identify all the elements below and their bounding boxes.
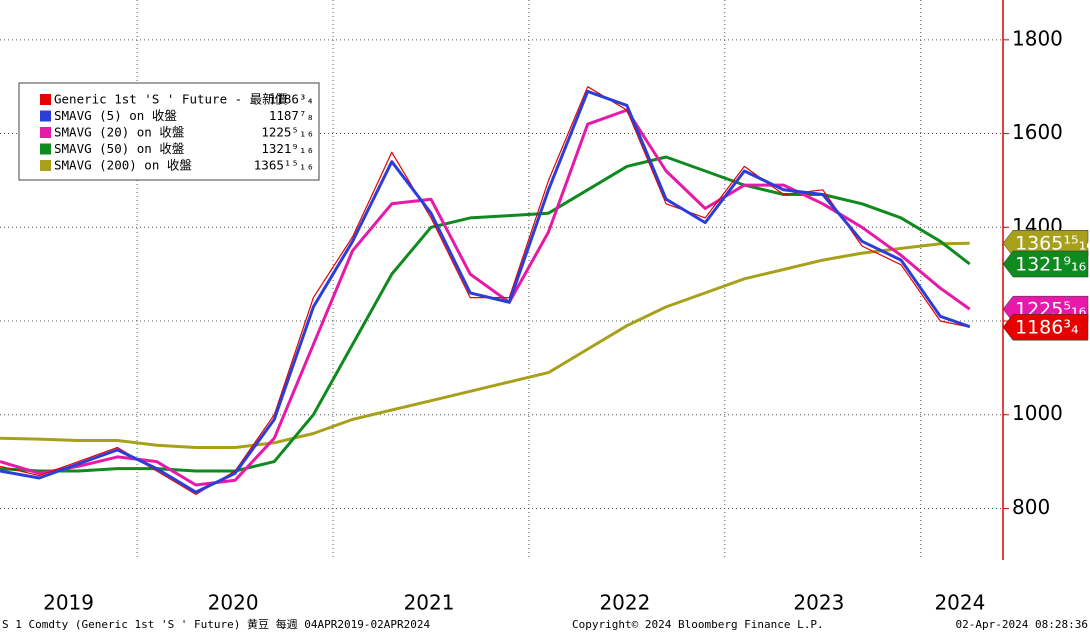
legend-box — [18, 82, 320, 181]
x-tick-label: 2023 — [793, 591, 844, 615]
value-tag-flag — [1002, 250, 1089, 278]
legend-label: SMAVG (20) on 收盤 — [54, 125, 185, 140]
legend-value: 1186³₄ — [269, 92, 314, 107]
legend-label: SMAVG (50) on 收盤 — [54, 141, 185, 156]
value-tag-flag — [1002, 313, 1089, 341]
footer-right: 02-Apr-2024 08:28:36 — [956, 618, 1088, 631]
series-line — [0, 89, 971, 494]
legend-swatch — [40, 143, 51, 155]
value-tag: 1321⁹₁₆ — [1002, 250, 1089, 278]
series-line — [0, 241, 970, 449]
value-tag-label: 1321⁹₁₆ — [1015, 254, 1086, 276]
x-tick-label: 2020 — [208, 591, 259, 615]
legend-label: Generic 1st 'S ' Future - 最新價 — [54, 92, 288, 107]
legend-value: 1225⁵₁₆ — [261, 125, 314, 140]
value-tag-label: 1365¹⁵₁₆ — [1015, 233, 1090, 255]
x-tick-label: 2024 — [934, 591, 985, 615]
y-tick-label: 1800 — [1012, 26, 1063, 50]
value-tag: 1365¹⁵₁₆ — [1002, 229, 1090, 257]
y-tick-label: 1000 — [1012, 401, 1063, 425]
x-tick-label: 2021 — [404, 591, 455, 615]
legend-swatch — [40, 94, 51, 105]
footer-left: S 1 Comdty (Generic 1st 'S ' Future) 黄豆 … — [2, 617, 430, 631]
x-tick-label: 2019 — [43, 591, 94, 615]
legend-swatch — [40, 127, 51, 138]
y-tick-label: 800 — [1012, 495, 1050, 519]
x-tick-label: 2022 — [599, 591, 650, 615]
value-tag-label: 1186³₄ — [1015, 317, 1079, 339]
footer-center: Copyright© 2024 Bloomberg Finance L.P. — [572, 618, 824, 631]
series-line — [0, 108, 971, 487]
legend-value: 1321⁹₁₆ — [261, 141, 314, 156]
legend-label: SMAVG (200) on 收盤 — [54, 158, 192, 173]
legend-swatch — [40, 110, 51, 122]
legend-label: SMAVG (5) on 收盤 — [54, 108, 177, 123]
y-tick-label: 1600 — [1012, 120, 1063, 144]
legend-swatch — [40, 160, 51, 171]
legend-value: 1187⁷₈ — [269, 108, 314, 123]
value-tag: 1186³₄ — [1002, 313, 1089, 341]
legend-value: 1365¹⁵₁₆ — [254, 158, 314, 173]
